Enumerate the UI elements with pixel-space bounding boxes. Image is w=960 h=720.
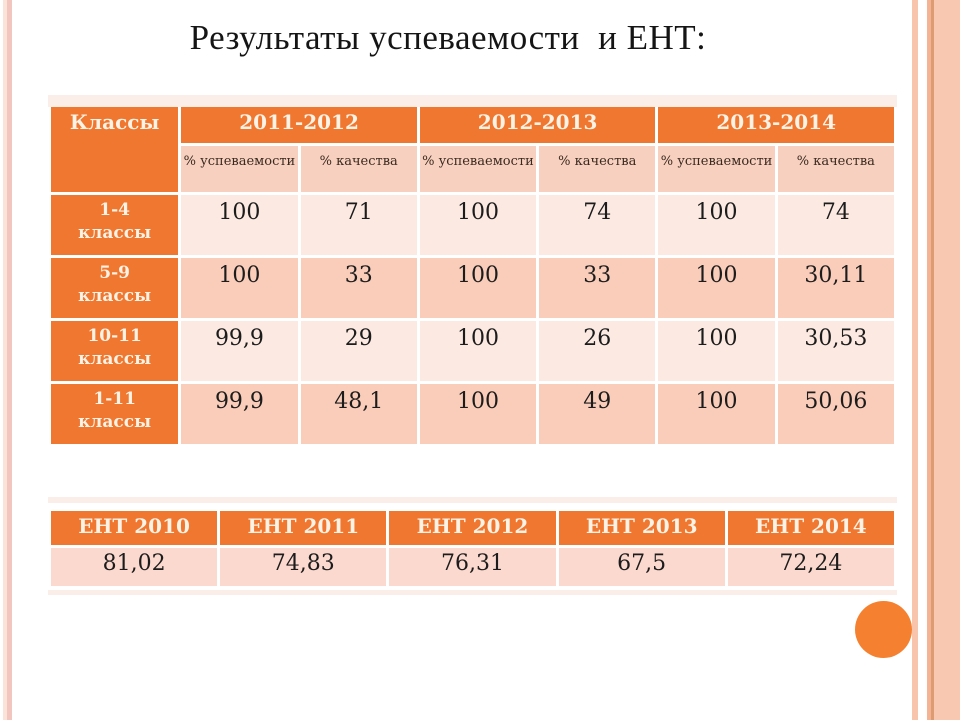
year-header-2012-2013: 2012-2013 <box>419 107 656 143</box>
ent-header-2012: ЕНТ 2012 <box>389 511 556 545</box>
table-cell: 49 <box>539 384 656 444</box>
row-label: 5-9 классы <box>51 258 179 318</box>
table-cell: 100 <box>419 321 537 381</box>
table-row: ЕНТ 2010 ЕНТ 2011 ЕНТ 2012 ЕНТ 2013 ЕНТ … <box>51 511 894 545</box>
table-cell: 100 <box>419 195 537 255</box>
year-header-2011-2012: 2011-2012 <box>181 107 417 143</box>
subheader-cell: % успеваемости <box>181 146 298 192</box>
table-cell: 100 <box>658 384 775 444</box>
year-header-2013-2014: 2013-2014 <box>658 107 894 143</box>
table-cell: 100 <box>419 384 537 444</box>
row-label: 10-11 классы <box>51 321 179 381</box>
table-cell: 33 <box>300 258 417 318</box>
ent-table-bottom-border <box>48 590 897 595</box>
table-row: 10-11 классы 99,9 29 100 26 100 30,53 <box>51 321 894 381</box>
table-cell: 100 <box>181 195 298 255</box>
table-cell: 74 <box>539 195 656 255</box>
results-table: Классы 2011-2012 2012-2013 2013-2014 % у… <box>48 104 897 447</box>
table-cell: 71 <box>300 195 417 255</box>
table-cell: 29 <box>300 321 417 381</box>
table-row: 1-4 классы 100 71 100 74 100 74 <box>51 195 894 255</box>
right-border-stripe-2 <box>927 0 931 720</box>
subheader-cell: % успеваемости <box>419 146 537 192</box>
table-cell: 74,83 <box>220 548 387 586</box>
ent-header-2011: ЕНТ 2011 <box>220 511 387 545</box>
table-cell: 76,31 <box>389 548 556 586</box>
subheader-cell: % качества <box>777 146 894 192</box>
table-row: Классы 2011-2012 2012-2013 2013-2014 <box>51 107 894 192</box>
table-cell: 26 <box>539 321 656 381</box>
ent-header-2014: ЕНТ 2014 <box>727 511 894 545</box>
table-row: 81,02 74,83 76,31 67,5 72,24 <box>51 548 894 586</box>
main-table-top-border <box>48 95 897 107</box>
table-cell: 100 <box>658 258 775 318</box>
ent-table: ЕНТ 2010 ЕНТ 2011 ЕНТ 2012 ЕНТ 2013 ЕНТ … <box>48 508 897 589</box>
slide-title: Результаты успеваемости и ЕНТ: <box>189 18 707 57</box>
table-cell: 67,5 <box>558 548 725 586</box>
left-border-stripe-outer <box>3 0 7 720</box>
table-cell: 30,53 <box>777 321 894 381</box>
ent-header-2010: ЕНТ 2010 <box>51 511 218 545</box>
table-row: % успеваемости % качества % успеваемости… <box>51 146 894 192</box>
row-label: 1-11 классы <box>51 384 179 444</box>
table-cell: 72,24 <box>727 548 894 586</box>
orange-circle-decoration <box>855 601 912 658</box>
table-cell: 30,11 <box>777 258 894 318</box>
table-row: 5-9 классы 100 33 100 33 100 30,11 <box>51 258 894 318</box>
table-cell: 33 <box>539 258 656 318</box>
table-cell: 48,1 <box>300 384 417 444</box>
table-cell: 50,06 <box>777 384 894 444</box>
subheader-cell: % успеваемости <box>658 146 775 192</box>
table-cell: 99,9 <box>181 384 298 444</box>
ent-table-top-border <box>48 497 897 503</box>
right-border-stripe-3 <box>931 0 934 720</box>
left-border-stripe-inner <box>7 0 12 720</box>
table-cell: 100 <box>181 258 298 318</box>
subheader-cell: % качества <box>300 146 417 192</box>
right-border-stripe-4 <box>934 0 960 720</box>
table-cell: 100 <box>419 258 537 318</box>
table-row: 1-11 классы 99,9 48,1 100 49 100 50,06 <box>51 384 894 444</box>
subheader-cell: % качества <box>539 146 656 192</box>
table-cell: 81,02 <box>51 548 218 586</box>
table-cell: 100 <box>658 195 775 255</box>
table-cell: 74 <box>777 195 894 255</box>
classes-header-cell: Классы <box>51 107 179 192</box>
ent-header-2013: ЕНТ 2013 <box>558 511 725 545</box>
table-cell: 99,9 <box>181 321 298 381</box>
row-label: 1-4 классы <box>51 195 179 255</box>
table-cell: 100 <box>658 321 775 381</box>
right-border-stripe-1 <box>912 0 918 720</box>
